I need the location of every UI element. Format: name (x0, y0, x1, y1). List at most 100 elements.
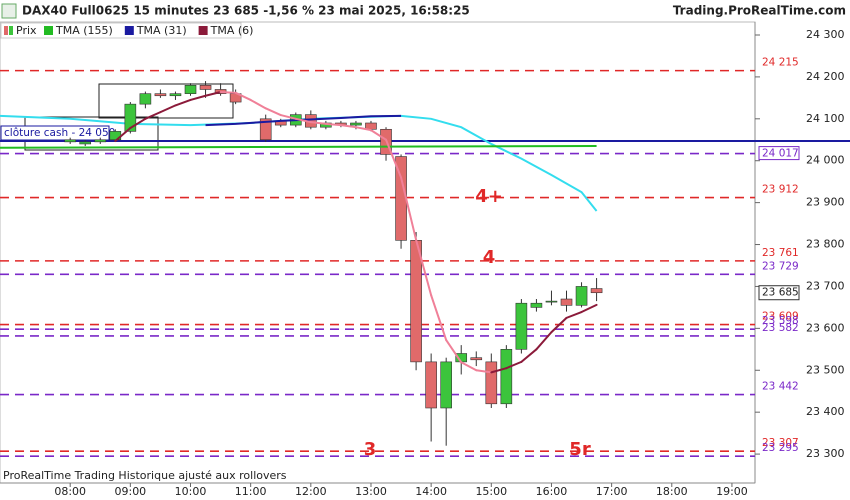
y-tick-label: 23 500 (806, 363, 845, 376)
legend-swatch (9, 26, 13, 35)
y-tick-label: 24 200 (806, 70, 845, 83)
level-label: 23 295 (762, 442, 799, 454)
candle-body (199, 84, 212, 90)
series-segment (114, 127, 132, 143)
series-segment (279, 114, 297, 120)
series-segment (565, 311, 583, 319)
series-segment (490, 367, 508, 374)
series-segment (535, 331, 553, 351)
candle-body (500, 349, 513, 405)
series-segment (369, 129, 388, 141)
candle-body (259, 118, 272, 141)
box-label: clôture cash - 24 050 (4, 127, 115, 139)
annotation: 5r (569, 439, 591, 460)
x-tick-label: 19:00 (716, 485, 748, 498)
x-tick-label: 10:00 (175, 485, 207, 498)
legend-swatch (124, 26, 134, 35)
y-tick-label: 23 400 (806, 405, 845, 418)
series-segment (219, 90, 237, 94)
legend-label: TMA (6) (210, 24, 254, 37)
series-segment (520, 348, 538, 363)
series-segment (354, 126, 372, 132)
candle-body (64, 139, 76, 143)
candle-body (154, 93, 167, 97)
candle-body (139, 93, 152, 105)
level-label: 23 598 (762, 315, 799, 327)
x-tick-label: 09:00 (114, 485, 146, 498)
x-tick-label: 08:00 (54, 485, 86, 498)
level-label: 23 442 (762, 381, 799, 393)
series-segment (580, 303, 598, 314)
legend: Prix TMA (155) TMA (31) TMA (6) (0, 22, 254, 39)
series-segment (309, 121, 327, 125)
annotation: 4 (483, 247, 496, 268)
series-line (0, 145, 597, 149)
y-tick-label: 23 900 (806, 196, 845, 209)
series-segment (204, 90, 222, 97)
y-tick-label: 23 800 (806, 238, 845, 251)
legend-swatch (198, 26, 208, 35)
series-segment (264, 107, 282, 117)
footer: ProRealTime Trading Historique ajusté au… (3, 469, 287, 482)
level-label: 23 912 (762, 184, 799, 196)
series-segment (385, 138, 403, 179)
x-tick-label: 16:00 (536, 485, 568, 498)
candle-body (79, 141, 92, 145)
legend-frame (0, 22, 242, 39)
candle-body (485, 361, 498, 405)
header-title: DAX40 Full0625 15 minutes 23 685 -1,56 %… (22, 4, 470, 18)
y-tick-label: 24 000 (806, 154, 845, 167)
level-label: 23 609 (762, 311, 799, 323)
annotation: 4+ (475, 186, 503, 207)
x-tick-label: 15:00 (475, 485, 507, 498)
series-segment (144, 111, 162, 120)
candle-body (425, 361, 437, 409)
x-tick-label: 14:00 (415, 485, 447, 498)
level-label: 23 582 (762, 322, 799, 334)
level-label: 24 017 (762, 148, 799, 160)
candle-body (470, 357, 483, 361)
box-label-frame (0, 125, 110, 141)
y-tick-label: 23 600 (806, 321, 845, 334)
y-tick-label: 23 300 (806, 447, 845, 460)
level-label-box (758, 146, 800, 161)
series-segment (339, 124, 357, 129)
series-segment (460, 361, 478, 372)
series-segment (249, 98, 267, 110)
y-tick-label: 24 100 (806, 112, 845, 125)
level-label: 23 761 (762, 247, 799, 259)
level-label: 23 307 (762, 437, 799, 449)
level-label: 24 215 (762, 57, 799, 69)
candle-body (590, 288, 603, 294)
plot-area (0, 21, 756, 484)
candle-body (350, 122, 362, 126)
legend-swatch (44, 26, 53, 35)
current-price: 23 685 (762, 287, 799, 299)
header-icon (1, 3, 17, 19)
series-segment (475, 369, 493, 374)
candle-body (94, 139, 107, 143)
candle-body (575, 286, 588, 306)
y-tick-label: 23 700 (806, 279, 845, 292)
x-tick-label: 12:00 (295, 485, 327, 498)
series-line (205, 114, 402, 127)
header-site: Trading.ProRealTime.com (673, 4, 846, 18)
x-tick-label: 17:00 (596, 485, 628, 498)
candle-body (410, 240, 422, 363)
candle-body (169, 93, 182, 97)
y-tick-label: 24 300 (806, 28, 845, 41)
x-tick-label: 18:00 (656, 485, 688, 498)
series-segment (505, 360, 523, 370)
legend-label: TMA (155) (55, 24, 113, 37)
series-segment (445, 339, 463, 364)
legend-label: TMA (31) (136, 24, 187, 37)
series-segment (400, 176, 418, 241)
candle-body (184, 84, 197, 94)
candle-body (560, 298, 573, 306)
series-segment (159, 104, 177, 114)
candle-body (124, 103, 137, 132)
candle-body (545, 300, 558, 303)
series-segment (550, 316, 568, 334)
series-segment (189, 94, 207, 101)
series-segment (415, 238, 433, 297)
